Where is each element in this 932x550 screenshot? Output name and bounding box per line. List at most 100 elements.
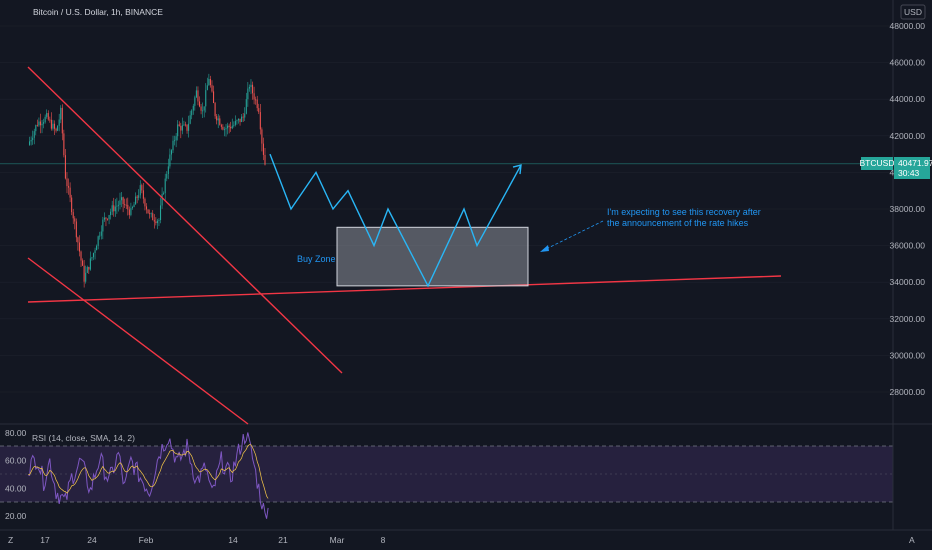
price-tick-label: 38000.00 (890, 204, 926, 214)
candle-body (251, 84, 254, 94)
candle-body (258, 108, 260, 113)
rsi-tick-label: 80.00 (5, 428, 27, 438)
currency-badge[interactable]: USD (900, 4, 926, 20)
candle-body (223, 129, 226, 131)
auto-scale-toggle[interactable]: A (909, 535, 915, 545)
candle-body (261, 129, 263, 144)
candle-body (236, 120, 238, 122)
trendline-lower-channel[interactable] (27, 257, 249, 425)
candle-body (233, 124, 235, 126)
candle-body (174, 140, 176, 142)
candle-body (61, 107, 63, 134)
note-text-line2: the announcement of the rate hikes (607, 218, 749, 228)
candle-body (121, 197, 123, 201)
rsi-axis[interactable]: 80.00 60.00 40.00 20.00 (5, 428, 27, 521)
candle-body (114, 206, 116, 212)
candle-body (136, 196, 138, 198)
timezone-corner-label[interactable]: Z (8, 535, 13, 545)
candle-body (36, 125, 38, 127)
candle-body (237, 118, 240, 121)
rsi-series (27, 432, 269, 519)
candle-body (191, 110, 193, 116)
candle-body (198, 101, 201, 107)
candle-body (82, 260, 84, 266)
time-tick-label: Feb (139, 535, 154, 545)
candle-body (102, 219, 104, 232)
time-tick-label: 24 (87, 535, 97, 545)
candle-body (69, 187, 71, 198)
candle-body (166, 173, 168, 179)
candle-body (78, 242, 80, 252)
time-tick-label: 14 (228, 535, 238, 545)
time-axis[interactable]: 17 24 Feb 14 21 Mar 8 (40, 535, 385, 545)
candle-body (256, 99, 258, 109)
candle-body (80, 251, 82, 261)
projection-path[interactable] (269, 153, 522, 288)
candle-body (127, 204, 129, 210)
rsi-pane[interactable]: RSI (14, close, SMA, 14, 2) (0, 432, 893, 519)
candle-body (208, 78, 210, 86)
candle-body (125, 204, 127, 206)
candle-body (49, 119, 51, 121)
candle-body (200, 106, 202, 111)
projection-zigzag (269, 153, 522, 288)
candle-body (197, 90, 199, 102)
candle-body (52, 123, 54, 129)
candle-body (248, 87, 250, 89)
candle-body (259, 112, 261, 130)
candle-body (195, 90, 197, 98)
candle-body (141, 185, 143, 191)
candle-body (111, 205, 113, 212)
price-tick-label: 36000.00 (890, 241, 926, 251)
candle-body (60, 107, 62, 120)
candle-body (152, 213, 154, 221)
candle-body (88, 266, 90, 270)
candle-series[interactable] (29, 73, 266, 288)
note-arrow[interactable] (540, 220, 604, 252)
candle-body (91, 257, 93, 259)
candle-body (180, 125, 182, 131)
price-tag: BTCUSD 40471.97 30:43 (860, 157, 932, 179)
candle-body (113, 205, 115, 212)
candle-body (142, 190, 144, 199)
candle-body (74, 218, 76, 222)
trendline-support[interactable] (27, 275, 782, 303)
time-tick-label: 17 (40, 535, 50, 545)
rsi-tick-label: 40.00 (5, 483, 27, 493)
candle-body (211, 85, 213, 92)
trendline-upper-channel[interactable] (27, 66, 343, 374)
note-text-line1: I'm expecting to see this recovery after (607, 207, 761, 217)
buy-zone-label: Buy Zone (297, 254, 336, 264)
trendlines[interactable] (27, 66, 782, 425)
candle-body (189, 115, 191, 124)
svg-text:USD: USD (904, 7, 922, 17)
candle-body (194, 97, 196, 106)
price-tick-label: 44000.00 (890, 94, 926, 104)
candle-body (253, 93, 255, 100)
candle-body (29, 141, 31, 145)
candle-body (156, 220, 158, 224)
candle-body (216, 116, 218, 121)
price-grid (0, 25, 893, 393)
candle-body (242, 116, 244, 118)
candle-body (225, 128, 227, 130)
candle-body (245, 99, 247, 114)
candle-body (117, 204, 119, 206)
candle-body (116, 205, 118, 207)
candle-body (57, 125, 59, 131)
candle-body (46, 113, 48, 117)
candle-body (247, 88, 249, 100)
candle-body (41, 123, 43, 126)
candle-body (158, 220, 160, 221)
candle-body (89, 258, 91, 270)
candle-body (205, 90, 207, 107)
candle-body (43, 122, 45, 124)
candle-body (92, 253, 95, 258)
candle-body (155, 221, 157, 224)
candle-body (47, 113, 49, 120)
candle-body (144, 198, 146, 207)
candle-body (131, 207, 134, 209)
candle-body (231, 125, 233, 129)
candle-body (219, 118, 221, 125)
